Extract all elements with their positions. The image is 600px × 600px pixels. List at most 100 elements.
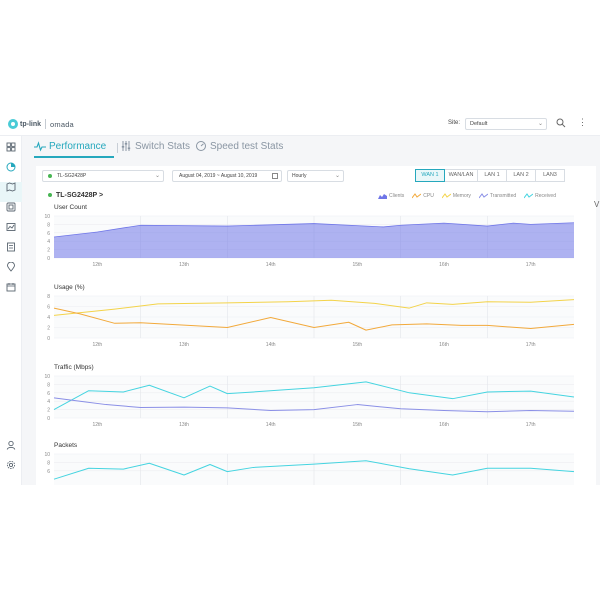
x-tick-label: 14th: [266, 422, 276, 428]
port-tab-wan1[interactable]: WAN 1: [415, 169, 445, 182]
x-tick-label: 13th: [179, 262, 189, 268]
port-tab-lan2[interactable]: LAN 2: [506, 169, 536, 182]
series-line-received: [53, 460, 575, 480]
clipped-edge-text: V: [594, 200, 600, 209]
legend-item[interactable]: CPU: [412, 193, 434, 199]
dashboard-icon[interactable]: [6, 142, 16, 152]
calendar-icon: [272, 173, 278, 179]
sliders-icon: [121, 141, 131, 151]
log-icon[interactable]: [6, 242, 16, 252]
series-line-memory: [53, 299, 575, 316]
tab-label: Speed test Stats: [210, 140, 284, 152]
y-tick-label: 2: [47, 408, 50, 414]
device-select[interactable]: TL-SG2428P ⌄: [42, 170, 164, 182]
x-tick-label: 12th: [92, 342, 102, 348]
x-tick-label: 12th: [92, 422, 102, 428]
x-tick-label: 17th: [526, 262, 536, 268]
x-tick-label: 15th: [352, 422, 362, 428]
logo-divider: [45, 119, 46, 129]
x-tick-label: 16th: [439, 342, 449, 348]
x-tick-label: 16th: [439, 422, 449, 428]
statistics-icon[interactable]: [6, 162, 16, 172]
chart-title: Traffic (Mbps): [54, 364, 94, 371]
more-vertical-icon[interactable]: ⋮: [578, 117, 587, 127]
port-tab-wan-lan[interactable]: WAN/LAN: [444, 169, 478, 182]
x-tick-label: 12th: [92, 262, 102, 268]
x-tick-label: 13th: [179, 422, 189, 428]
legend-label: CPU: [423, 193, 434, 199]
chevron-down-icon: ⌄: [334, 173, 340, 179]
tab-label: Performance: [49, 140, 107, 152]
settings-icon[interactable]: [6, 460, 16, 470]
insight-icon[interactable]: [6, 222, 16, 232]
tab-switch-stats[interactable]: Switch Stats: [120, 140, 190, 152]
usage-plot: 0 2 4 6 8 12th 13th 14th 15th 16th 17th: [47, 294, 575, 348]
tp-link-logo-icon: [8, 119, 18, 129]
traffic-plot: 0 2 4 6 8 10 12th 13th 14th 15th 16th 17th: [44, 374, 575, 428]
port-tab-lan3[interactable]: LAN3: [535, 169, 565, 182]
sidebar-active-highlight: [0, 182, 22, 202]
performance-panel: TL-SG2428P ⌄ August 04, 2019 ~ August 10…: [36, 166, 596, 485]
date-range-picker[interactable]: August 04, 2019 ~ August 10, 2019: [172, 170, 282, 182]
legend-swatch: [441, 193, 451, 199]
y-tick-label: 2: [47, 326, 50, 332]
port-tab-lan1[interactable]: LAN 1: [477, 169, 507, 182]
account-icon[interactable]: [6, 440, 16, 450]
legend-swatch-icon: [441, 193, 451, 199]
legend-item[interactable]: Transmitted: [478, 193, 517, 199]
y-tick-label: 8: [47, 460, 50, 466]
legend-label: Memory: [452, 193, 471, 199]
chevron-down-icon: ⌄: [154, 173, 160, 179]
series-line-clients: [53, 222, 575, 238]
main-content: Performance Switch Stats: [22, 136, 600, 485]
x-tick-label: 17th: [526, 342, 536, 348]
y-tick-label: 8: [47, 294, 50, 300]
x-tick-label: 15th: [352, 342, 362, 348]
site-select-value: Default: [470, 121, 488, 127]
interval-select[interactable]: Hourly ⌄: [287, 170, 344, 182]
legend-swatch-icon: [524, 193, 534, 199]
device-title[interactable]: TL-SG2428P >: [48, 192, 103, 199]
devices-icon[interactable]: [6, 202, 16, 212]
legend-label: Transmitted: [489, 193, 517, 199]
device-title-text: TL-SG2428P >: [55, 192, 104, 199]
legend-item[interactable]: Received: [524, 193, 556, 199]
y-tick-label: 10: [44, 374, 50, 380]
tab-performance[interactable]: Performance: [34, 140, 106, 152]
product-name: omada: [50, 119, 74, 129]
series-line-cpu: [53, 307, 575, 331]
x-tick-label: 14th: [266, 262, 276, 268]
map-icon[interactable]: [6, 182, 16, 192]
chevron-down-icon: ⌄: [537, 121, 543, 127]
y-tick-label: 6: [47, 231, 50, 237]
legend-swatch-icon: [478, 193, 488, 199]
location-icon[interactable]: [6, 262, 16, 272]
y-tick-label: 4: [47, 399, 50, 405]
y-tick-label: 4: [47, 315, 50, 321]
legend-item[interactable]: Memory: [441, 193, 471, 199]
y-tick-label: 8: [47, 382, 50, 388]
legend-item[interactable]: Clients: [378, 193, 404, 199]
date-range-value: August 04, 2019 ~ August 10, 2019: [179, 173, 258, 179]
sidebar: [0, 136, 22, 485]
site-label: Site:: [448, 120, 461, 126]
y-tick-label: 10: [44, 214, 50, 220]
series-line-transmitted: [53, 397, 575, 413]
calendar-icon[interactable]: [6, 282, 16, 292]
y-tick-label: 2: [47, 248, 50, 254]
search-icon[interactable]: [556, 118, 566, 128]
legend-swatch: [378, 194, 387, 199]
legend-swatch-icon: [378, 194, 387, 199]
y-tick-label: 0: [47, 416, 50, 422]
logo[interactable]: tp-link omada: [8, 118, 74, 130]
y-tick-label: 0: [47, 336, 50, 342]
tab-speed-test-stats[interactable]: Speed test Stats: [195, 140, 283, 152]
tab-label: Switch Stats: [135, 140, 191, 152]
x-tick-label: 17th: [526, 422, 536, 428]
site-select[interactable]: Default ⌄: [465, 118, 547, 130]
x-tick-label: 13th: [179, 342, 189, 348]
chart-title: User Count: [54, 204, 87, 211]
online-status-icon: [48, 193, 52, 198]
online-status-icon: [48, 174, 52, 178]
device-select-value: TL-SG2428P: [57, 173, 87, 179]
